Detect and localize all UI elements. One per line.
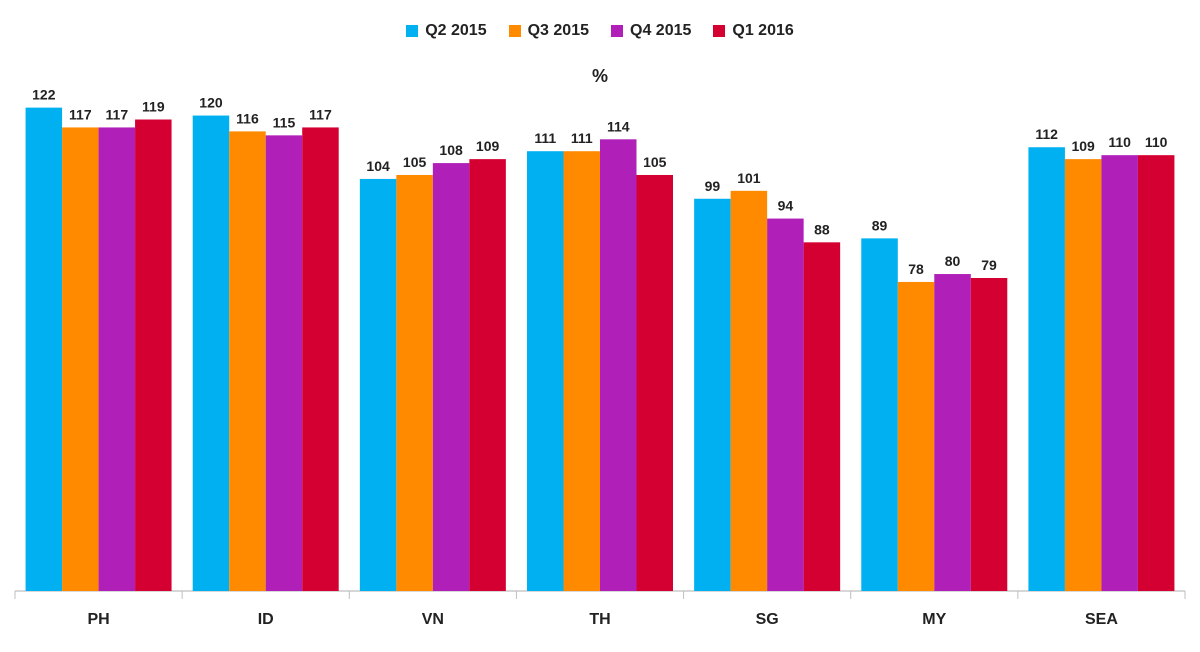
data-label: 111 xyxy=(571,130,593,146)
bar-sea-0 xyxy=(1028,147,1065,591)
data-label: 99 xyxy=(705,178,721,194)
legend-label: Q3 2015 xyxy=(527,22,589,39)
data-label: 109 xyxy=(1071,138,1095,154)
bar-my-2 xyxy=(934,274,971,591)
bar-sg-2 xyxy=(767,218,804,591)
data-label: 111 xyxy=(534,130,556,146)
data-label: 110 xyxy=(1145,134,1168,150)
bar-my-1 xyxy=(897,281,935,591)
bar-sea-3 xyxy=(1137,155,1175,591)
bar-sg-0 xyxy=(694,198,731,591)
category-tick-label: SEA xyxy=(1085,611,1118,628)
data-label: 88 xyxy=(814,221,830,237)
data-label: 105 xyxy=(403,154,427,170)
bar-th-3 xyxy=(636,174,673,591)
legend-swatch xyxy=(406,25,419,37)
data-label: 104 xyxy=(366,158,390,174)
bar-th-1 xyxy=(563,151,600,592)
bar-my-3 xyxy=(970,277,1008,591)
legend-item-1: Q3 2015 xyxy=(508,22,589,40)
data-label: 110 xyxy=(1108,134,1131,150)
category-tick-label: SG xyxy=(756,611,779,628)
bar-sea-1 xyxy=(1064,159,1102,591)
data-label: 114 xyxy=(607,118,630,134)
legend-label: Q4 2015 xyxy=(630,22,692,39)
bar-ph-0 xyxy=(25,107,63,591)
data-label: 94 xyxy=(778,198,794,214)
legend-swatch xyxy=(611,25,623,37)
bar-ph-1 xyxy=(62,127,99,591)
bar-th-2 xyxy=(600,139,637,591)
data-label: 120 xyxy=(199,95,223,111)
bar-th-0 xyxy=(527,151,564,592)
data-label: 79 xyxy=(981,257,997,273)
legend-item-0: Q2 2015 xyxy=(406,22,487,40)
data-label: 117 xyxy=(69,106,92,122)
category-tick-label: MY xyxy=(922,611,946,628)
data-label: 108 xyxy=(439,142,463,158)
unit-label: % xyxy=(591,66,608,86)
bar-sg-1 xyxy=(730,190,768,592)
data-label: 117 xyxy=(106,106,129,122)
data-label: 80 xyxy=(945,253,961,269)
data-label: 105 xyxy=(643,154,667,170)
bar-id-0 xyxy=(192,115,230,591)
data-label: 117 xyxy=(309,106,332,122)
category-tick-label: PH xyxy=(87,611,109,628)
data-label: 89 xyxy=(872,217,888,233)
bar-ph-2 xyxy=(98,127,136,591)
bar-id-2 xyxy=(265,135,303,591)
bar-id-3 xyxy=(302,127,339,591)
data-label: 115 xyxy=(273,114,296,130)
data-label: 122 xyxy=(32,87,56,103)
data-label: 101 xyxy=(737,170,761,186)
bar-vn-0 xyxy=(359,178,397,591)
data-label: 119 xyxy=(142,99,165,115)
category-tick-label: ID xyxy=(258,611,274,628)
bar-ph-3 xyxy=(135,119,172,592)
chart-legend: Q2 2015 Q3 2015 Q4 2015 Q1 2016 xyxy=(0,22,1200,40)
category-tick-label: VN xyxy=(422,611,444,628)
legend-swatch xyxy=(713,25,726,37)
category-tick-label: TH xyxy=(589,611,610,628)
legend-label: Q1 2016 xyxy=(732,22,794,39)
data-label: 112 xyxy=(1035,126,1058,142)
bar-sg-3 xyxy=(803,242,841,592)
bar-id-1 xyxy=(229,131,266,592)
bar-vn-2 xyxy=(432,163,470,591)
data-label: 116 xyxy=(236,110,259,126)
legend-item-2: Q4 2015 xyxy=(611,22,691,40)
bar-my-0 xyxy=(861,238,898,591)
legend-item-3: Q1 2016 xyxy=(713,22,794,40)
bar-vn-1 xyxy=(396,174,433,591)
bar-vn-3 xyxy=(469,159,506,591)
data-label: 78 xyxy=(908,261,924,277)
data-label: 109 xyxy=(476,138,500,154)
legend-label: Q2 2015 xyxy=(425,22,487,39)
bar-sea-2 xyxy=(1101,155,1138,591)
legend-swatch xyxy=(508,25,521,37)
